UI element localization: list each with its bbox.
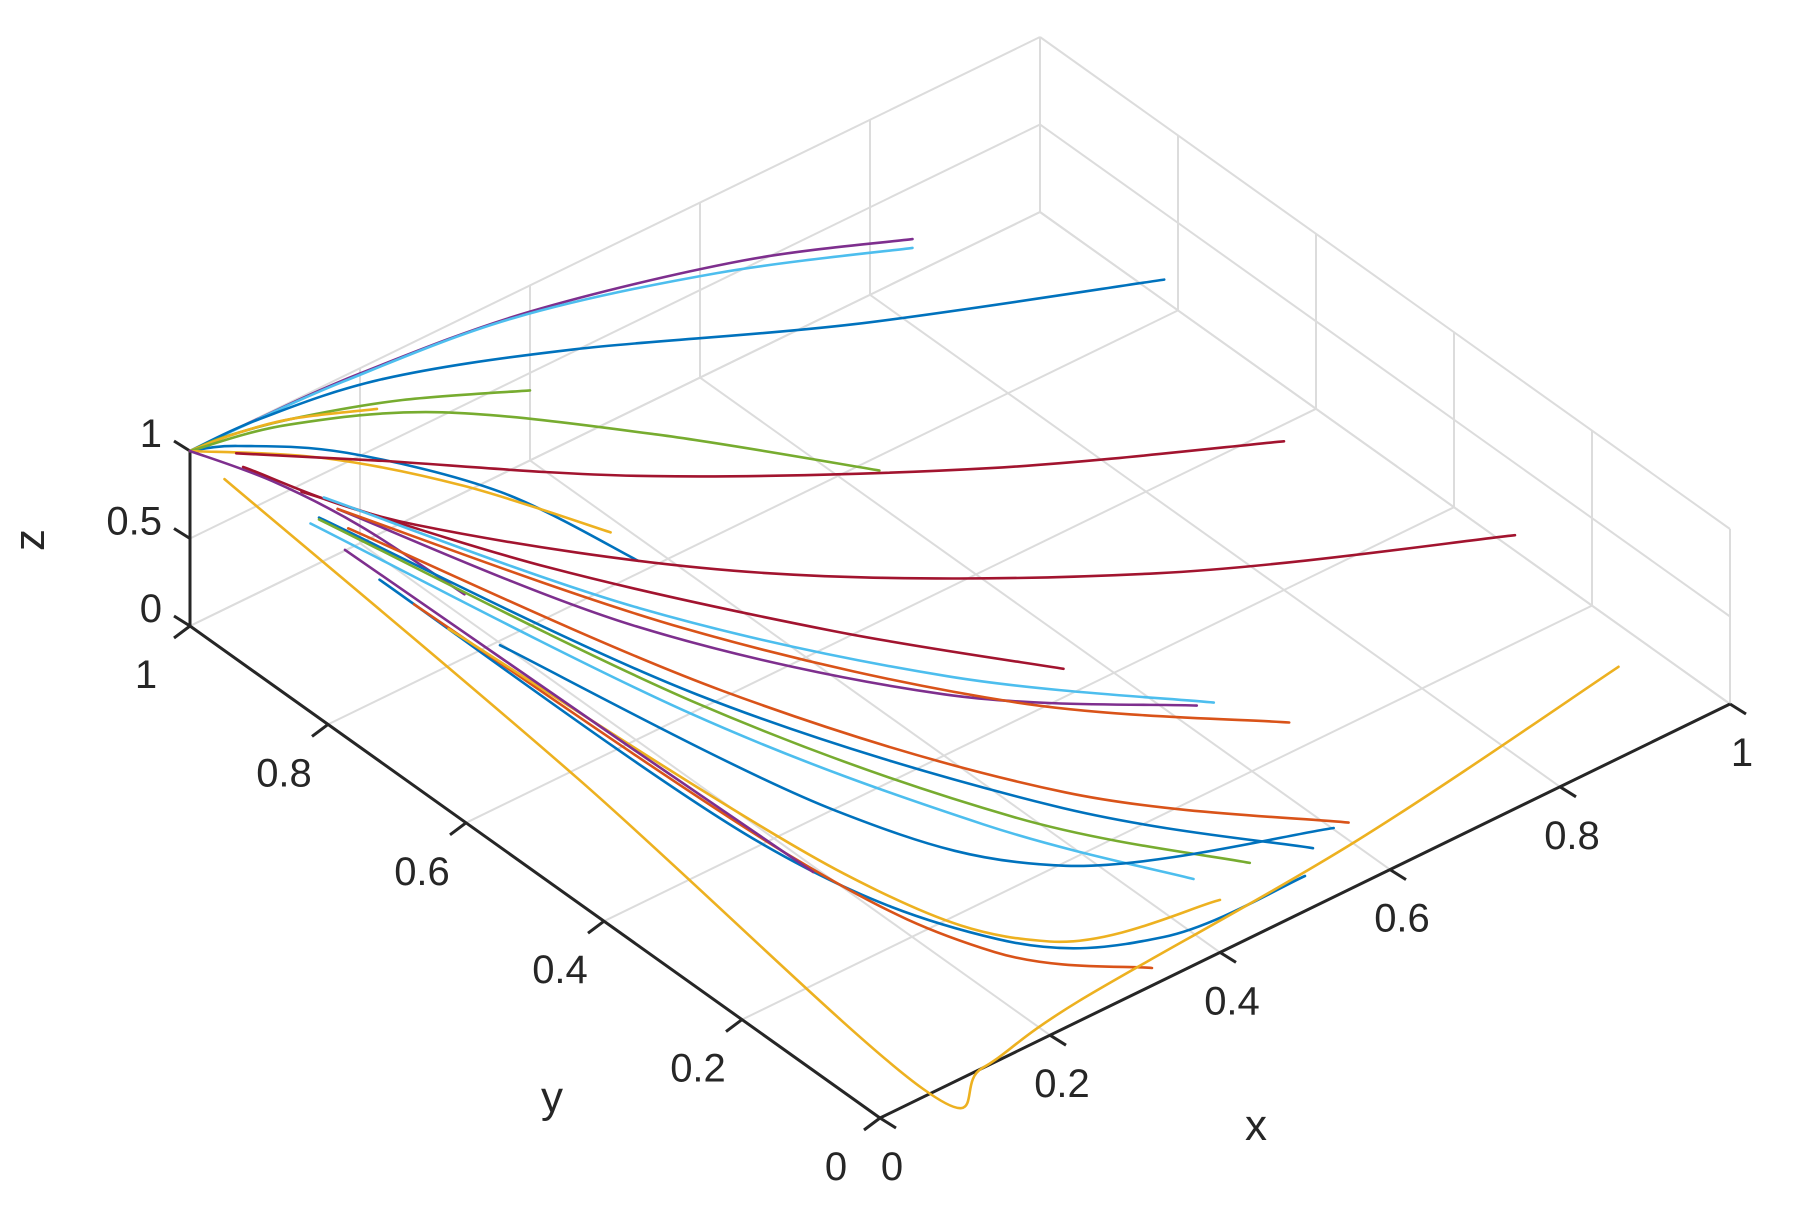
trajectory-line [188,407,379,453]
x-tick-label: 0.2 [1034,1062,1090,1106]
z-tick-label: 1 [140,412,162,456]
grid-line-floor-x [359,542,1051,1037]
grid-line-floor-x [699,376,1391,871]
grid-line-floor-x [869,293,1561,788]
grid-line-side-z [1039,123,1731,618]
x-tick-label: 0.4 [1204,979,1260,1023]
trajectory-line [336,507,1199,707]
y-tick-mark [311,723,329,738]
z-axis-title: z [5,529,54,551]
grid-line-floor-y [465,407,1317,824]
z-tick-label: 0 [140,587,162,631]
x-axis-line [879,702,1731,1120]
grid-line-back-z [189,36,1041,452]
grid-line-back-z [189,211,1041,627]
trajectory-line [412,603,1154,970]
trajectory-line [300,490,1065,671]
trajectory-line [241,465,1517,580]
x-tick-mark [1049,1033,1067,1047]
trajectory-lines [188,237,1620,1110]
trajectory-line [188,449,466,596]
trajectory-line [317,516,1315,850]
y-tick-label: 0.8 [256,751,312,795]
trajectory-line [498,643,1335,868]
x-tick-mark [1389,868,1407,881]
y-tick-label: 0.6 [394,850,450,894]
trajectory-line [188,410,881,472]
trajectory-line [343,548,815,874]
y-tick-mark [449,821,467,836]
z-tick-mark [173,614,191,628]
grid-line-floor-y [741,604,1593,1021]
y-axis-title: y [541,1073,563,1122]
x-tick-mark [1219,951,1237,964]
axes [173,439,1747,1132]
x-tick-label: 0.6 [1374,897,1430,941]
x-axis-title: x [1245,1101,1267,1150]
trajectory-line [322,496,1216,704]
y-tick-label: 0.2 [670,1047,726,1091]
y-tick-mark [725,1018,743,1033]
z-tick-mark [173,439,191,453]
x-tick-mark [1729,702,1747,716]
grid-line-floor-x [529,459,1221,954]
tick-labels: 0 0.2 0.4 0.6 0.8 1 0 0.2 0.4 0.6 0.8 1 0 0.5 1 [106,412,1753,1189]
x-tick-mark [879,1116,897,1130]
grid-line-floor-y [327,309,1179,726]
trajectory-line [336,507,1291,724]
y-tick-label: 0.4 [532,948,588,992]
axis-titles: x y z [5,529,1267,1150]
x-tick-label: 1 [1731,731,1753,775]
trajectory-line [317,518,1252,865]
grid-line-back-z [189,123,1041,540]
y-tick-mark [587,920,605,935]
grid-line-floor-y [603,506,1455,923]
y-tick-mark [863,1116,881,1132]
trajectory-line [234,440,1286,478]
trajectory-line [346,527,1350,824]
z-tick-mark [173,527,191,540]
x-tick-label: 0.8 [1544,814,1600,858]
x-tick-label: 0 [881,1145,903,1189]
y-tick-label: 0 [825,1145,847,1189]
y-tick-mark [173,624,191,640]
z-tick-label: 0.5 [106,500,162,544]
trajectory-line [188,278,1166,453]
trajectory-line [378,578,1307,950]
trajectory-line [223,477,1620,1110]
trajectory-line [309,522,1195,881]
grid-line-side-z [1039,211,1731,705]
grid-line-side-z [1039,36,1731,530]
trajectory-line [188,444,640,563]
y-tick-label: 1 [135,653,157,697]
trajectory-line [188,237,914,453]
y-axis-line [189,624,881,1120]
x-tick-mark [1559,785,1577,799]
